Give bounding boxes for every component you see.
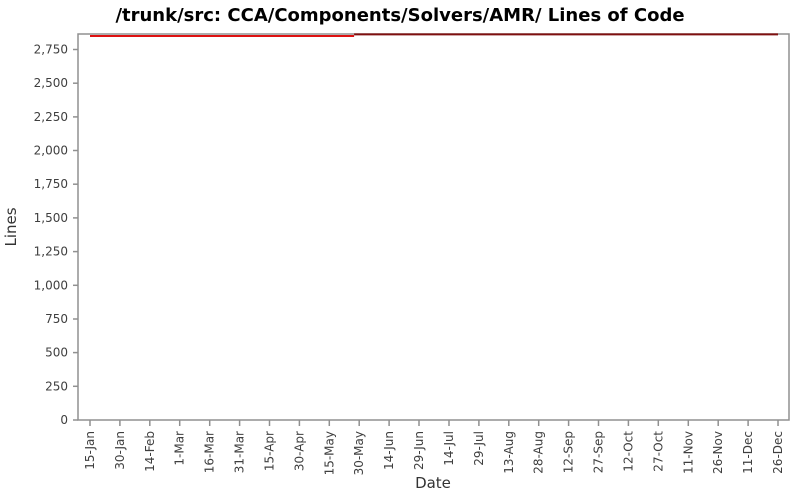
x-tick-label: 30-Apr: [292, 431, 306, 471]
x-axis-title: Date: [415, 474, 451, 492]
y-tick-label: 0: [60, 413, 68, 427]
x-tick-label: 31-Mar: [233, 431, 247, 473]
x-tick-label: 27-Sep: [592, 431, 606, 473]
x-tick-label: 29-Jun: [412, 431, 426, 470]
y-tick-label: 2,750: [34, 43, 68, 57]
y-tick-label: 1,000: [34, 278, 68, 292]
x-tick-label: 15-May: [322, 431, 336, 475]
y-tick-label: 2,000: [34, 144, 68, 158]
x-tick-label: 27-Oct: [651, 431, 665, 472]
y-tick-label: 1,750: [34, 177, 68, 191]
x-tick-label: 30-May: [352, 431, 366, 475]
x-tick-label: 30-Jan: [113, 431, 127, 470]
x-tick-label: 11-Dec: [741, 431, 755, 474]
y-tick-label: 2,500: [34, 76, 68, 90]
x-tick-label: 16-Mar: [203, 431, 217, 473]
x-tick-label: 14-Jun: [382, 431, 396, 470]
x-tick-label: 15-Apr: [263, 431, 277, 471]
x-tick-label: 12-Oct: [621, 431, 635, 472]
y-tick-label: 1,500: [34, 211, 68, 225]
plot-border: [77, 33, 790, 421]
x-tick-label: 11-Nov: [681, 431, 695, 474]
x-tick-label: 15-Jan: [83, 431, 97, 470]
y-tick-label: 750: [45, 312, 68, 326]
y-tick-label: 250: [45, 379, 68, 393]
x-tick-label: 26-Nov: [711, 431, 725, 474]
plot-layer: 0 250 500 750 1,000 1,250 1,500 1,750 2,000 2,250…: [34, 33, 790, 475]
y-axis-title: Lines: [2, 207, 20, 246]
x-tick-label: 28-Aug: [532, 431, 546, 474]
y-tick-label: 500: [45, 346, 68, 360]
y-tick-label: 1,250: [34, 245, 68, 259]
x-tick-label: 13-Aug: [502, 431, 516, 474]
x-tick-label: 1-Mar: [173, 431, 187, 466]
x-tick-label: 29-Jul: [472, 431, 486, 466]
y-tick-label: 2,250: [34, 110, 68, 124]
x-tick-label: 14-Jul: [442, 431, 456, 466]
x-tick-label: 14-Feb: [143, 431, 157, 472]
x-tick-label: 26-Dec: [771, 431, 785, 474]
x-tick-label: 12-Sep: [562, 431, 576, 473]
chart-title: /trunk/src: CCA/Components/Solvers/AMR/ …: [115, 5, 684, 26]
